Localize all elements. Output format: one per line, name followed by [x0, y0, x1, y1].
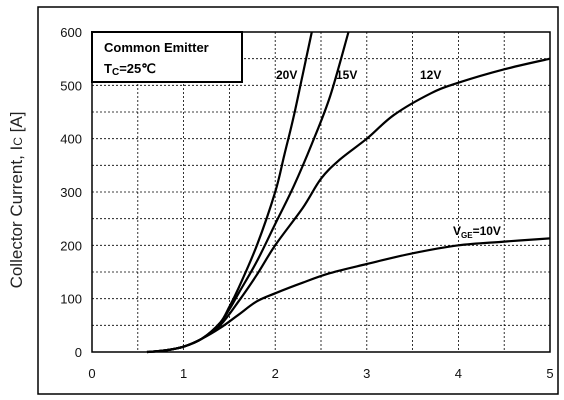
x-tick-label: 5 — [546, 366, 553, 381]
y-tick-label: 100 — [60, 292, 82, 307]
plot-area-border — [91, 31, 551, 353]
y-tick-label: 600 — [60, 25, 82, 40]
outer-frame — [37, 6, 559, 395]
y-tick-label: 400 — [60, 132, 82, 147]
y-tick-label: 200 — [60, 238, 82, 253]
y-tick-label: 300 — [60, 185, 82, 200]
curve-label-15v: 15V — [336, 68, 357, 82]
annotation-line-2: TC=25℃ — [104, 61, 156, 78]
curve-label-20v: 20V — [276, 68, 297, 82]
grid — [92, 32, 550, 352]
y-tick-label: 500 — [60, 78, 82, 93]
x-tick-label: 0 — [88, 366, 95, 381]
annotation-box: Common Emitter TC=25℃ — [91, 31, 243, 83]
x-tick-label: 2 — [272, 366, 279, 381]
tick-labels: 0 1 2 3 4 5 0 100 200 300 400 500 600 — [60, 25, 553, 381]
series-line-3 — [146, 237, 551, 354]
annotation-box-frame — [91, 31, 243, 83]
curve-label-12v: 12V — [420, 68, 441, 82]
x-tick-label: 4 — [455, 366, 462, 381]
curve-label-10v: VGE=10V — [453, 224, 501, 240]
x-tick-label: 1 — [180, 366, 187, 381]
y-tick-label: 0 — [75, 345, 82, 360]
curves — [146, 31, 551, 354]
x-tick-label: 3 — [363, 366, 370, 381]
y-axis-label: Collector Current, IC [A] — [7, 112, 26, 289]
annotation-line-1: Common Emitter — [104, 40, 209, 55]
